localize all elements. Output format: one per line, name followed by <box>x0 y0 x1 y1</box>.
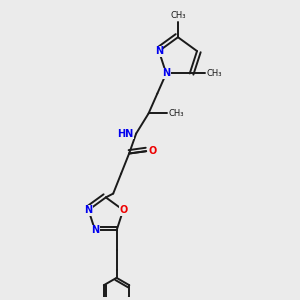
Text: N: N <box>162 68 170 78</box>
Text: CH₃: CH₃ <box>170 11 186 20</box>
Text: O: O <box>119 205 127 215</box>
Text: CH₃: CH₃ <box>206 69 222 78</box>
Text: O: O <box>148 146 157 156</box>
Text: N: N <box>91 225 99 236</box>
Text: CH₃: CH₃ <box>168 109 184 118</box>
Text: N: N <box>155 46 163 56</box>
Text: N: N <box>84 205 92 215</box>
Text: HN: HN <box>118 128 134 139</box>
